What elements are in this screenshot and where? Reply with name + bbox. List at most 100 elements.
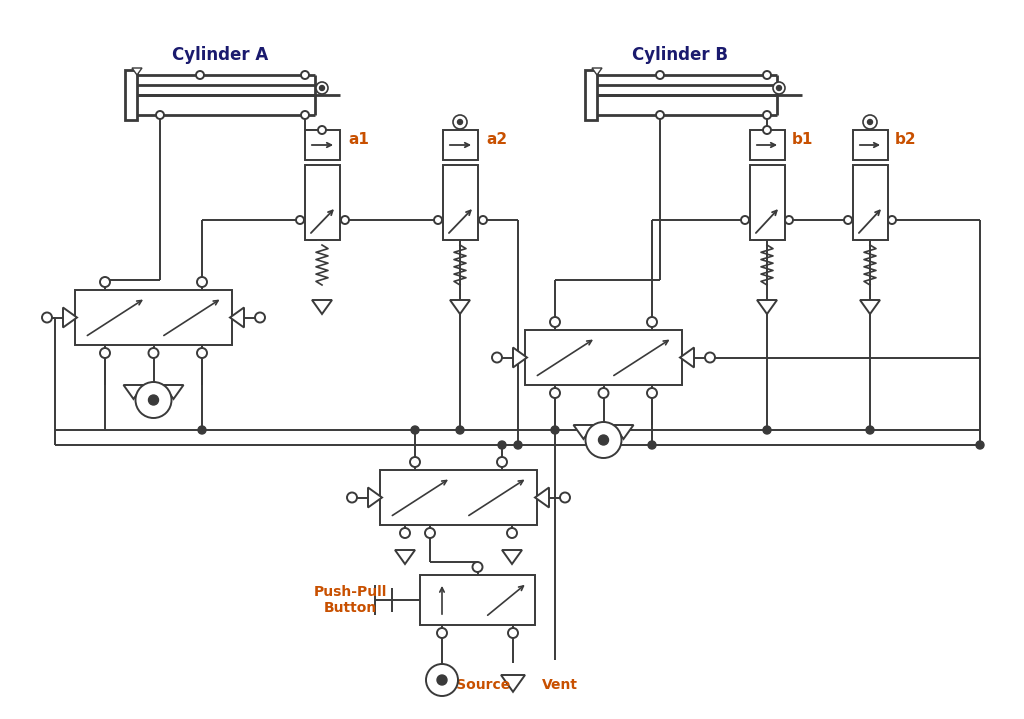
Circle shape — [148, 348, 159, 358]
Text: Cylinder A: Cylinder A — [172, 46, 268, 64]
Circle shape — [888, 216, 896, 224]
Circle shape — [648, 441, 656, 449]
Circle shape — [425, 528, 435, 538]
Circle shape — [844, 216, 852, 224]
Bar — [305, 130, 340, 160]
Bar — [750, 165, 785, 240]
Polygon shape — [860, 300, 880, 314]
Circle shape — [863, 115, 877, 129]
Text: b1: b1 — [792, 132, 813, 147]
Circle shape — [198, 426, 206, 434]
Circle shape — [318, 126, 326, 134]
Circle shape — [453, 115, 467, 129]
Text: a1: a1 — [348, 132, 369, 147]
Circle shape — [705, 352, 715, 362]
Polygon shape — [680, 347, 694, 367]
Polygon shape — [535, 487, 549, 508]
Circle shape — [437, 675, 447, 685]
Bar — [305, 165, 340, 240]
Bar — [853, 130, 888, 160]
Circle shape — [763, 126, 771, 134]
Bar — [853, 165, 888, 240]
Circle shape — [498, 441, 506, 449]
Circle shape — [867, 119, 872, 124]
Circle shape — [773, 82, 785, 94]
Bar — [525, 330, 682, 385]
Text: Vent: Vent — [542, 678, 578, 692]
Circle shape — [656, 111, 664, 119]
Polygon shape — [450, 300, 470, 314]
Circle shape — [296, 216, 304, 224]
Circle shape — [866, 426, 874, 434]
Polygon shape — [613, 425, 634, 439]
Circle shape — [456, 426, 464, 434]
Circle shape — [301, 71, 309, 79]
Text: Air Source: Air Source — [429, 678, 511, 692]
Circle shape — [100, 348, 110, 358]
Circle shape — [341, 216, 349, 224]
Polygon shape — [757, 300, 777, 314]
Circle shape — [763, 71, 771, 79]
Circle shape — [255, 313, 265, 323]
Circle shape — [316, 82, 328, 94]
Bar — [585, 70, 597, 120]
Circle shape — [458, 119, 463, 124]
Circle shape — [586, 422, 622, 458]
Polygon shape — [63, 308, 77, 327]
Circle shape — [347, 493, 357, 503]
Polygon shape — [132, 68, 142, 75]
Circle shape — [135, 382, 171, 418]
Circle shape — [785, 216, 793, 224]
Circle shape — [647, 317, 657, 327]
Polygon shape — [395, 550, 415, 564]
Text: Cylinder B: Cylinder B — [632, 46, 728, 64]
Text: b2: b2 — [895, 132, 916, 147]
Circle shape — [400, 528, 410, 538]
Bar — [75, 290, 232, 345]
Circle shape — [551, 426, 559, 434]
Text: a2: a2 — [486, 132, 507, 147]
Circle shape — [411, 426, 419, 434]
Polygon shape — [573, 425, 594, 439]
Text: Push-Pull
Button: Push-Pull Button — [313, 585, 387, 615]
Circle shape — [514, 441, 522, 449]
Circle shape — [196, 71, 204, 79]
Circle shape — [763, 426, 771, 434]
Bar — [125, 70, 137, 120]
Polygon shape — [124, 385, 143, 399]
Circle shape — [479, 216, 487, 224]
Circle shape — [741, 216, 749, 224]
Circle shape — [410, 457, 420, 467]
Circle shape — [319, 86, 325, 91]
Polygon shape — [502, 550, 522, 564]
Circle shape — [301, 111, 309, 119]
Polygon shape — [312, 300, 332, 314]
Circle shape — [507, 528, 517, 538]
Circle shape — [598, 388, 608, 398]
Circle shape — [434, 216, 442, 224]
Circle shape — [598, 435, 608, 445]
Polygon shape — [501, 675, 525, 692]
Circle shape — [100, 277, 110, 287]
Circle shape — [472, 562, 482, 572]
Circle shape — [550, 317, 560, 327]
Bar — [380, 470, 537, 525]
Polygon shape — [592, 68, 602, 75]
Circle shape — [492, 352, 502, 362]
Circle shape — [497, 457, 507, 467]
Circle shape — [148, 395, 159, 405]
Polygon shape — [164, 385, 183, 399]
Circle shape — [156, 111, 164, 119]
Circle shape — [976, 441, 984, 449]
Polygon shape — [230, 308, 244, 327]
Circle shape — [197, 277, 207, 287]
Circle shape — [197, 348, 207, 358]
Circle shape — [426, 664, 458, 696]
Bar — [750, 130, 785, 160]
Circle shape — [647, 388, 657, 398]
Bar — [443, 130, 478, 160]
Circle shape — [763, 111, 771, 119]
Polygon shape — [513, 347, 527, 367]
Bar — [443, 165, 478, 240]
Bar — [420, 575, 535, 625]
